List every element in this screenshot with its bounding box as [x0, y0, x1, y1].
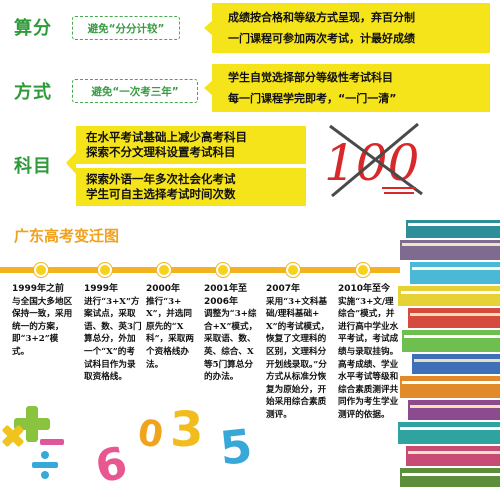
bar-suanfen-line-2: 一门课程可参加两次考试，计最好成绩: [228, 32, 415, 45]
note-fangshi: 避免“一次考三年”: [72, 79, 198, 103]
heading-kemu: 科目: [14, 156, 52, 177]
timeline-dot-6: [356, 263, 370, 277]
kemu-block-1-line-1: 在水平考试基础上减少高考科目: [86, 130, 247, 144]
note-suanfen: 避免“分分计较”: [72, 16, 180, 40]
kemu-block-1-line-2: 探索不分文理科设置考试科目: [86, 145, 236, 159]
timeline-dot-5: [286, 263, 300, 277]
bar-fangshi-line-2: 每一门课程学完即考，“一门一清”: [228, 92, 397, 105]
book-stack-icon: [398, 212, 500, 487]
heading-fangshi: 方式: [14, 82, 52, 103]
timeline-item-1-year: 1999年之前: [12, 284, 65, 294]
plus-icon: [12, 404, 52, 448]
decor-number-5: 5: [217, 418, 255, 476]
timeline-dot-1: [34, 263, 48, 277]
timeline-item-5-text: 采用“3+文科基础/理科基础+X”的考试模式，恢复了文理科的区别，文理科分开划线…: [266, 296, 330, 420]
minus-icon: [40, 432, 64, 451]
timeline-dot-2: [98, 263, 112, 277]
timeline-item-6-text: 实施“3+文/理综合”模式，并进行高中学业水平考试，考试成绩与录取挂钩。高考成绩…: [338, 296, 399, 420]
timeline-item-2-year: 1999年: [84, 284, 119, 294]
timeline-item-4-year: 2001年至2006年: [204, 284, 248, 307]
timeline-dot-4: [216, 263, 230, 277]
heading-suanfen: 算分: [14, 18, 52, 39]
timeline-item-3-text: 推行“3+X”，并选同原先的“X科”，采取两个资格线办法。: [146, 296, 194, 370]
decor-number-6: 6: [91, 437, 132, 487]
timeline-item-5: 2007年 采用“3+文科基础/理科基础+X”的考试模式，恢复了文理科的区别，文…: [266, 283, 330, 422]
kemu-block-2-line-1: 探索外语一年多次社会化考试: [86, 172, 236, 186]
timeline-line: [0, 267, 400, 273]
kemu-block-1: 在水平考试基础上减少高考科目 探索不分文理科设置考试科目: [76, 126, 306, 164]
bar-suanfen: 成绩按合格和等级方式呈现，弃百分制 一门课程可参加两次考试，计最好成绩: [204, 3, 490, 53]
kemu-block-2: 探索外语一年多次社会化考试 学生可自主选择考试时间次数: [76, 168, 306, 206]
timeline-item-3: 2000年 推行“3+X”，并选同原先的“X科”，采取两个资格线办法。: [146, 283, 198, 371]
timeline-item-1-text: 与全国大多地区保持一致，采用统一的方案，即“3+2”模式。: [12, 296, 73, 357]
crossed-100-graphic: 100: [318, 118, 433, 202]
kemu-arrow: [66, 152, 76, 174]
timeline-item-4-text: 调整为“3+综合+X”模式，采取语、数、英、综合、X等5门算总分的办法。: [204, 309, 258, 383]
timeline-item-6-year: 2010年至今: [338, 284, 391, 294]
decor-number-3: 3: [170, 402, 204, 458]
times-icon: [0, 423, 26, 453]
kemu-block-2-line-2: 学生可自主选择考试时间次数: [86, 187, 236, 201]
timeline-title: 广东高考变迁图: [14, 227, 120, 245]
timeline-item-1: 1999年之前 与全国大多地区保持一致，采用统一的方案，即“3+2”模式。: [12, 283, 74, 359]
timeline-item-3-year: 2000年: [146, 284, 181, 294]
bar-fangshi: 学生自觉选择部分等级性考试科目 每一门课程学完即考，“一门一清”: [204, 64, 490, 112]
decor-number-0: 0: [135, 412, 166, 457]
bar-suanfen-line-1: 成绩按合格和等级方式呈现，弃百分制: [228, 11, 415, 24]
timeline-dot-3: [157, 263, 171, 277]
timeline-item-2: 1999年 进行“3+X”方案试点，采取语、数、英3门算总分，外加一个“X”的考…: [84, 283, 142, 384]
timeline-item-6: 2010年至今 实施“3+文/理综合”模式，并进行高中学业水平考试，考试成绩与录…: [338, 283, 400, 422]
divide-icon: [30, 450, 60, 484]
timeline-item-2-text: 进行“3+X”方案试点，采取语、数、英3门算总分，外加一个“X”的考试科目作为录…: [84, 296, 142, 383]
timeline-item-5-year: 2007年: [266, 284, 301, 294]
bar-fangshi-line-1: 学生自觉选择部分等级性考试科目: [228, 71, 393, 84]
timeline-item-4: 2001年至2006年 调整为“3+综合+X”模式，采取语、数、英、综合、X等5…: [204, 283, 260, 384]
